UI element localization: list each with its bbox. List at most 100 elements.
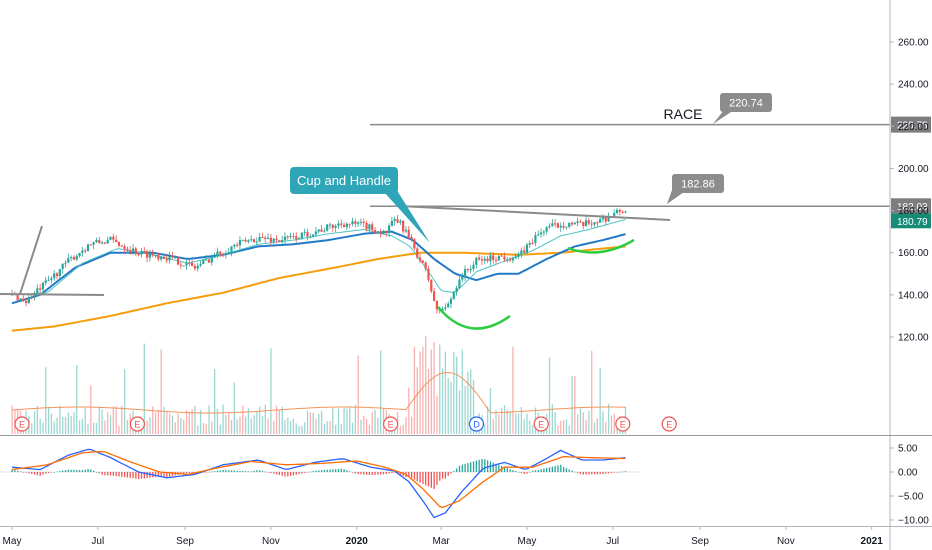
earnings-marker-label: D [473, 420, 480, 430]
macd-histogram-bar [433, 472, 435, 489]
macd-histogram-bar [498, 464, 500, 472]
volume-ma-line [11, 371, 626, 414]
volume-bar [568, 425, 570, 434]
macd-histogram-bar [506, 468, 508, 472]
candle-body [407, 229, 410, 237]
volume-bar [31, 423, 33, 434]
candle-body [213, 256, 216, 258]
candle-body [53, 273, 56, 279]
macd-histogram-bar [233, 470, 236, 472]
macd-histogram-bar [214, 471, 216, 472]
candle-body [430, 279, 433, 292]
earnings-marker [615, 416, 631, 432]
macd-histogram-bar [36, 472, 39, 476]
macd-histogram-bar [408, 472, 410, 477]
macd-histogram-bar [93, 470, 95, 472]
macd-histogram-bar [222, 469, 224, 472]
volume-bar [588, 411, 590, 434]
volume-bar [306, 410, 309, 434]
candle-body [227, 252, 230, 254]
macd-histogram-bar [596, 472, 599, 475]
candle-body [286, 236, 289, 238]
macd-histogram-bar [326, 469, 328, 472]
time-tick-label: May [3, 536, 22, 547]
candle-body [455, 287, 458, 293]
handle-arc [567, 238, 635, 254]
volume-bar [39, 418, 41, 434]
candle-body [424, 262, 427, 269]
candle-body [221, 253, 225, 255]
candle-body [75, 255, 78, 260]
candle-body [427, 268, 430, 280]
volume-bar [382, 408, 385, 434]
macd-histogram-bar [374, 472, 376, 475]
macd-histogram-bar [354, 472, 357, 474]
macd-histogram-bar [577, 472, 579, 473]
macd-histogram-bar [557, 465, 559, 472]
candle-body [449, 298, 453, 304]
candle-body [340, 223, 343, 225]
candle-body [359, 221, 363, 223]
candle-body [131, 248, 135, 252]
macd-histogram-bar [318, 470, 320, 472]
candle-body [103, 242, 106, 244]
volume-bar [554, 412, 556, 434]
candle-body [390, 221, 393, 226]
volume-bar [236, 419, 238, 434]
volume-bar [194, 405, 196, 434]
volume-bar [42, 422, 44, 434]
volume-bar [287, 417, 289, 434]
macd-histogram-bar [399, 472, 402, 475]
candle-body [615, 209, 619, 214]
macd-histogram-bar [109, 472, 112, 476]
candle-body [137, 254, 140, 256]
candle-body [328, 224, 332, 226]
sma-200-line [11, 245, 626, 332]
price-tick-label: 140.00 [898, 290, 929, 301]
macd-histogram-bar [76, 469, 78, 472]
macd-histogram-bar [59, 471, 61, 472]
volume-bar [93, 422, 95, 434]
last-price-flag [891, 198, 931, 214]
price-tick-label: 260.00 [898, 38, 929, 49]
volume-bar [436, 395, 438, 434]
macd-histogram-bar [230, 470, 233, 472]
macd-histogram-bar [340, 468, 342, 472]
macd-histogram-bar [47, 472, 50, 473]
macd-histogram-bar [39, 472, 41, 476]
candle-body [570, 222, 574, 225]
candle-body [528, 242, 531, 245]
volume-bar [247, 408, 250, 434]
macd-histogram-bar [270, 472, 272, 473]
time-tick-label: Nov [777, 536, 795, 547]
volume-bar [413, 346, 416, 434]
macd-histogram-bar [357, 472, 359, 475]
candle-body [252, 239, 256, 243]
volume-bar [160, 349, 162, 434]
macd-histogram-bar [228, 470, 230, 472]
volume-bar [118, 425, 120, 434]
macd-histogram-bar [95, 472, 98, 473]
ma-price-flag [891, 213, 931, 229]
annotation-layer[interactable]: Cup and Handle 182.86 220.74 RACE 220.78 182.… [0, 93, 931, 330]
candle-body [559, 225, 562, 228]
volume-bar [489, 388, 492, 434]
macd-histogram-bar [548, 467, 551, 472]
candle-body [309, 236, 312, 238]
candle-body [19, 298, 22, 301]
macd-histogram-bar [534, 470, 537, 472]
volume-bar [199, 410, 202, 434]
candle-body [624, 211, 627, 213]
volume-bar [439, 344, 441, 434]
candle-body [123, 246, 126, 249]
volume-bar [157, 410, 160, 434]
macd-tick-label: −10.00 [898, 516, 929, 527]
volume-bar [275, 405, 278, 434]
volume-bar [380, 350, 382, 434]
macd-histogram-bar [416, 472, 418, 482]
volume-bar [582, 412, 584, 434]
volume-bar [456, 356, 458, 434]
candle-body [244, 239, 247, 242]
